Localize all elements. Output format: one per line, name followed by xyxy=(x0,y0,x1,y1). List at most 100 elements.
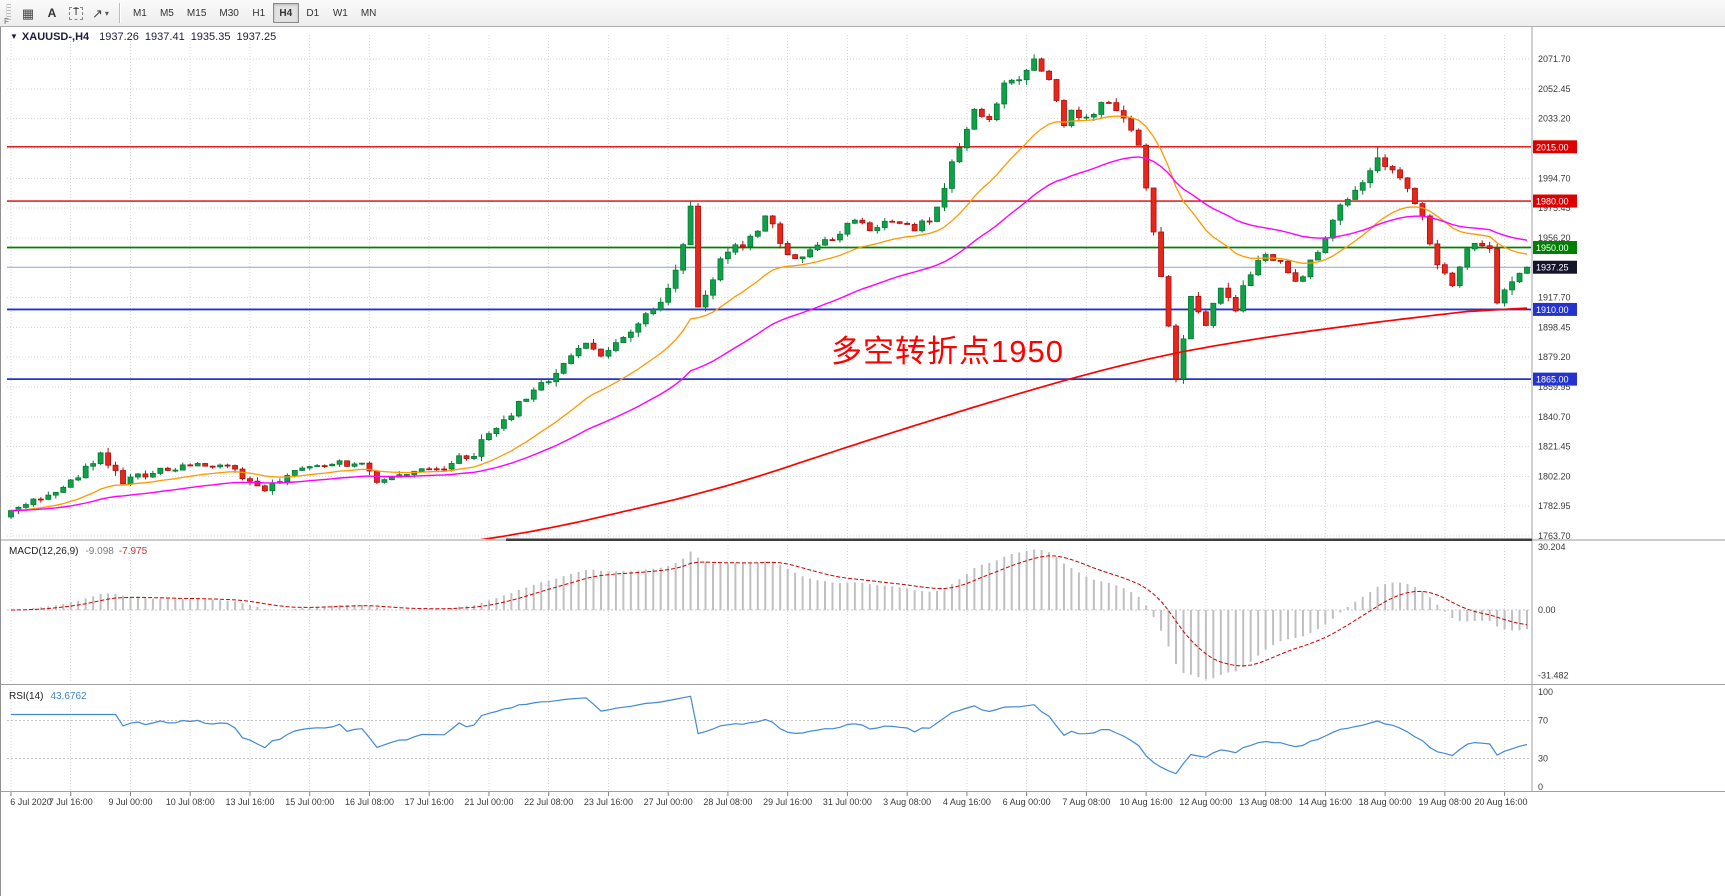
svg-text:22 Jul 08:00: 22 Jul 08:00 xyxy=(524,797,573,807)
svg-text:30: 30 xyxy=(1538,754,1548,764)
svg-text:1879.20: 1879.20 xyxy=(1538,352,1571,362)
svg-text:1802.20: 1802.20 xyxy=(1538,471,1571,481)
svg-text:1994.70: 1994.70 xyxy=(1538,173,1571,183)
macd-histogram xyxy=(17,549,1528,680)
timeframe-button-m30[interactable]: M30 xyxy=(213,3,244,23)
svg-text:2052.45: 2052.45 xyxy=(1538,84,1571,94)
quote-close: 1937.25 xyxy=(236,31,277,43)
svg-text:0.00: 0.00 xyxy=(1538,605,1556,615)
price-axis-labels[interactable]: 2071.702052.452033.202013.951994.701975.… xyxy=(1538,54,1571,541)
rsi-axis-labels[interactable]: 100 70 30 0 xyxy=(1538,687,1553,792)
svg-text:9 Jul 00:00: 9 Jul 00:00 xyxy=(108,797,152,807)
svg-text:1763.70: 1763.70 xyxy=(1538,531,1571,541)
text-label-icon: T xyxy=(68,6,84,20)
svg-text:1821.45: 1821.45 xyxy=(1538,442,1571,452)
chart-toolbar: F ▦ A T ↗ ▾ M1 M5 M15 M30 H1 H4 D1 W1 MN xyxy=(0,0,1725,27)
symbol-timeframe-label: XAUUSD-,H4 xyxy=(21,31,90,43)
timeframe-button-h4[interactable]: H4 xyxy=(272,3,299,23)
timeframe-button-mn[interactable]: MN xyxy=(355,3,383,23)
macd-main-value: -9.098 xyxy=(85,546,114,557)
chart-quote-header: ▼ XAUUSD-,H4 1937.26 1937.41 1935.35 1937.25 xyxy=(10,31,282,43)
quote-high: 1937.41 xyxy=(144,31,185,43)
svg-text:100: 100 xyxy=(1538,687,1553,697)
svg-text:1840.70: 1840.70 xyxy=(1538,412,1571,422)
shapes-tool-button[interactable]: ↗ ▾ xyxy=(88,2,113,24)
axis-badge-2015.00 xyxy=(1533,140,1577,154)
rsi-indicator-header: RSI(14) 43.6762 xyxy=(9,691,87,702)
moving-averages-layer xyxy=(10,115,1528,539)
timeframe-button-w1[interactable]: W1 xyxy=(327,3,354,23)
panel-divider xyxy=(506,538,1532,541)
svg-text:1937.25: 1937.25 xyxy=(1536,263,1569,273)
svg-text:18 Aug 00:00: 18 Aug 00:00 xyxy=(1359,797,1412,807)
text-label-tool-button[interactable]: T xyxy=(64,2,88,24)
chart-window: 2071.702052.452033.202013.951994.701975.… xyxy=(0,27,1725,896)
svg-text:29 Jul 16:00: 29 Jul 16:00 xyxy=(763,797,812,807)
svg-text:10 Aug 16:00: 10 Aug 16:00 xyxy=(1120,797,1173,807)
svg-text:4 Aug 16:00: 4 Aug 16:00 xyxy=(943,797,991,807)
svg-text:3 Aug 08:00: 3 Aug 08:00 xyxy=(883,797,931,807)
svg-text:-31.482: -31.482 xyxy=(1538,671,1569,681)
svg-text:21 Jul 00:00: 21 Jul 00:00 xyxy=(464,797,513,807)
svg-text:13 Jul 16:00: 13 Jul 16:00 xyxy=(225,797,274,807)
toolbar-corner-label: F xyxy=(4,17,9,26)
text-annotation-tool-button[interactable]: A xyxy=(40,2,64,24)
timeframe-button-m15[interactable]: M15 xyxy=(181,3,212,23)
svg-text:27 Jul 00:00: 27 Jul 00:00 xyxy=(644,797,693,807)
rsi-value: 43.6762 xyxy=(50,691,87,702)
timeframe-button-h1[interactable]: H1 xyxy=(246,3,272,23)
dropdown-caret-icon: ▾ xyxy=(104,8,109,18)
arrow-shape-icon: ↗ xyxy=(92,5,103,21)
svg-text:31 Jul 00:00: 31 Jul 00:00 xyxy=(823,797,872,807)
svg-text:15 Jul 00:00: 15 Jul 00:00 xyxy=(285,797,334,807)
svg-text:6 Aug 00:00: 6 Aug 00:00 xyxy=(1003,797,1051,807)
svg-text:70: 70 xyxy=(1538,716,1548,726)
svg-text:1950.00: 1950.00 xyxy=(1536,243,1569,253)
svg-text:14 Aug 16:00: 14 Aug 16:00 xyxy=(1299,797,1352,807)
svg-text:1898.45: 1898.45 xyxy=(1538,322,1571,332)
svg-text:13 Aug 08:00: 13 Aug 08:00 xyxy=(1239,797,1292,807)
timeframe-button-group: M1 M5 M15 M30 H1 H4 D1 W1 MN xyxy=(127,3,382,23)
svg-text:19 Aug 08:00: 19 Aug 08:00 xyxy=(1418,797,1471,807)
rsi-label: RSI(14) xyxy=(9,691,44,702)
price-levels-layer[interactable] xyxy=(7,146,1531,381)
symbol-collapse-icon[interactable]: ▼ xyxy=(10,32,18,41)
macd-signal-line xyxy=(10,555,1528,667)
quote-open: 1937.26 xyxy=(99,31,139,43)
macd-signal-value: -7.975 xyxy=(118,546,148,557)
svg-text:30.204: 30.204 xyxy=(1538,542,1566,552)
axis-badges-layer: 2015.00 1980.00 1950.00 1910.00 1865.00 1937.… xyxy=(1533,140,1577,386)
svg-text:12 Aug 00:00: 12 Aug 00:00 xyxy=(1179,797,1232,807)
rsi-layer xyxy=(11,695,1528,775)
svg-text:1980.00: 1980.00 xyxy=(1536,197,1569,207)
timeframe-button-d1[interactable]: D1 xyxy=(300,3,326,23)
svg-text:7 Jul 16:00: 7 Jul 16:00 xyxy=(49,797,93,807)
macd-axis-labels[interactable]: 30.204 0.00 -31.482 xyxy=(1538,542,1569,681)
chart-annotation-text[interactable]: 多空转折点1950 xyxy=(831,334,1064,369)
svg-text:16 Jul 08:00: 16 Jul 08:00 xyxy=(345,797,394,807)
quote-low: 1935.35 xyxy=(190,31,231,43)
svg-text:1917.70: 1917.70 xyxy=(1538,293,1571,303)
axis-badge-1937.25 xyxy=(1533,260,1577,274)
axis-badge-1910.00 xyxy=(1533,302,1577,316)
svg-text:20 Aug 16:00: 20 Aug 16:00 xyxy=(1474,797,1527,807)
svg-text:2033.20: 2033.20 xyxy=(1538,114,1571,124)
svg-text:1865.00: 1865.00 xyxy=(1536,375,1569,385)
axis-badge-1980.00 xyxy=(1533,194,1577,208)
svg-text:2071.70: 2071.70 xyxy=(1538,54,1571,64)
chart-canvas[interactable]: 2071.702052.452033.202013.951994.701975.… xyxy=(1,27,1725,896)
macd-layer xyxy=(10,549,1528,680)
svg-text:7 Aug 08:00: 7 Aug 08:00 xyxy=(1062,797,1110,807)
svg-text:10 Jul 08:00: 10 Jul 08:00 xyxy=(166,797,215,807)
timeframe-button-m1[interactable]: M1 xyxy=(127,3,153,23)
ma-ema-medium xyxy=(10,156,1528,512)
svg-text:23 Jul 16:00: 23 Jul 16:00 xyxy=(584,797,633,807)
svg-text:1975.45: 1975.45 xyxy=(1538,203,1571,213)
toolbar-separator xyxy=(118,3,121,23)
timeframe-button-m5[interactable]: M5 xyxy=(154,3,180,23)
candles-layer xyxy=(8,54,1530,519)
grid-tool-button[interactable]: ▦ xyxy=(16,2,40,24)
toolbar-grip[interactable] xyxy=(6,4,11,22)
